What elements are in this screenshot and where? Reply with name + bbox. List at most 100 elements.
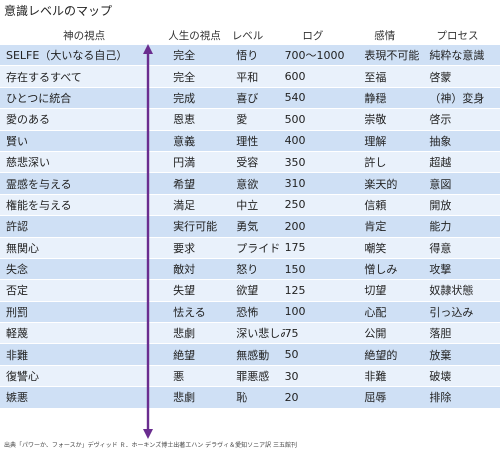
cell-level: 中立 [236,198,259,212]
cell-emotion: 切望 [364,284,387,298]
cell-emotion: 憎しみ [364,263,398,277]
cell-emotion: 理解 [364,134,387,148]
table-row: 否定 失望 欲望 125 切望 奴隷状態 [0,279,500,301]
cell-process: 放棄 [429,348,452,362]
cell-emotion: 嘲笑 [364,241,387,255]
cell-log: 175 [284,241,306,255]
header-emotion: 感情 [374,29,396,42]
cell-process: 引っ込み [429,305,474,319]
cell-emotion: 崇敬 [364,113,387,127]
cell-life-view: 意義 [173,134,196,148]
cell-god-view: 失念 [6,263,28,277]
table-row: SELFE（大いなる自己） 完全 悟り 700～1000 表現不可能 純粋な意識 [0,44,500,66]
cell-log: 600 [284,70,306,84]
table-row: 軽蔑 悲劇 深い悲しみ75 公開 落胆 [0,322,500,344]
cell-level: 怒り [236,263,259,277]
cell-log: 400 [284,134,306,148]
cell-level: 平和 [236,70,259,84]
cell-process: 啓示 [429,113,452,127]
cell-god-view: 復讐心 [6,370,39,384]
header-level: レベル [231,29,264,42]
page-title: 意識レベルのマップ [4,4,113,18]
cell-life-view: 満足 [173,198,196,212]
cell-level: 欲望 [236,284,259,298]
cell-god-view: 存在するすべて [6,70,82,84]
cell-process: 超越 [429,156,452,170]
cell-level: 喜び [236,91,259,105]
cell-emotion: 許し [364,156,387,170]
header-god-view: 神の視点 [63,29,106,42]
cell-level: 愛 [236,113,248,127]
cell-life-view: 悲劇 [173,327,196,341]
cell-level: 罪悪感 [236,370,270,384]
cell-god-view: 非難 [6,348,28,362]
cell-life-view: 希望 [173,177,196,191]
cell-log: 700～1000 [284,49,345,63]
cell-log: 250 [284,198,306,212]
cell-log: 540 [284,91,306,105]
cell-log: 150 [284,262,306,276]
cell-life-view: 敵対 [173,263,196,277]
table-body: SELFE（大いなる自己） 完全 悟り 700～1000 表現不可能 純粋な意識 存在するす… [0,44,500,408]
cell-emotion: 非難 [364,370,387,384]
cell-log: 50 [284,348,299,362]
cell-life-view: 完全 [173,49,196,63]
cell-life-view: 絶望 [173,348,196,362]
cell-life-view: 悪 [173,370,185,384]
cell-life-view: 実行可能 [173,220,218,234]
cell-life-view: 怯える [173,305,206,319]
table-row: 失念 敵対 怒り 150 憎しみ 攻撃 [0,257,500,280]
table-row: 復讐心 悪 罪悪感 30 非難 破壊 [0,364,500,387]
cell-log: 100 [284,305,306,319]
cell-life-view: 恩恵 [173,113,196,127]
table-row: 非難 絶望 無感動 50 絶望的 放棄 [0,343,500,365]
cell-life-view: 要求 [173,241,196,255]
cell-god-view: 軽蔑 [6,327,28,341]
cell-god-view: 慈悲深い [6,156,50,170]
cell-emotion: 信頼 [364,198,387,212]
cell-god-view: 無関心 [6,241,39,255]
cell-log: 20 [284,390,299,404]
cell-life-view: 失望 [173,284,196,298]
cell-process: 排除 [429,391,452,405]
cell-log: 125 [284,283,306,297]
cell-process: 攻撃 [429,263,452,277]
cell-emotion: 楽天的 [364,177,398,191]
cell-process: 意図 [429,177,452,191]
table-row: 無関心 要求 プライド 175 嘲笑 得意 [0,236,500,258]
cell-level: 意欲 [236,177,259,191]
cell-log: 350 [284,155,306,169]
cell-log: 75 [284,326,299,340]
cell-god-view: 刑罰 [6,305,28,319]
cell-level: 理性 [236,134,259,148]
cell-emotion: 至福 [364,70,387,84]
cell-log: 500 [284,112,306,126]
cell-emotion: 表現不可能 [364,49,420,63]
header-process: プロセス [436,29,479,42]
cell-level: 勇気 [236,220,259,234]
cell-god-view: 否定 [6,284,28,298]
table-row: 嫉悪 悲劇 恥 20 屈辱 排除 [0,386,500,408]
cell-god-view: 権能を与える [6,198,72,212]
header-life-view: 人生の視点 [168,29,221,42]
cell-process: （神）変身 [429,91,485,105]
cell-process: 破壊 [429,370,452,384]
cell-life-view: 悲劇 [173,391,196,405]
table-row: 権能を与える 満足 中立 250 信頼 開放 [0,193,500,216]
cell-log: 310 [284,177,306,191]
table-row: 存在するすべて 完全 平和 600 至福 啓蒙 [0,65,500,87]
cell-level: プライド [236,241,281,255]
cell-process: 奴隷状態 [429,284,474,298]
cell-emotion: 心配 [364,305,387,319]
cell-emotion: 絶望的 [364,348,398,362]
cell-life-view: 完全 [173,70,196,84]
cell-level: 悟り [236,49,259,63]
cell-god-view: 賢い [6,134,28,148]
cell-log: 200 [284,219,306,233]
table-row: 慈悲深い 円満 受容 350 許し 超越 [0,150,500,173]
cell-life-view: 円満 [173,156,196,170]
cell-process: 抽象 [429,134,452,148]
header-log: ログ [302,29,324,42]
cell-level: 受容 [236,156,259,170]
cell-level: 恐怖 [236,305,259,319]
